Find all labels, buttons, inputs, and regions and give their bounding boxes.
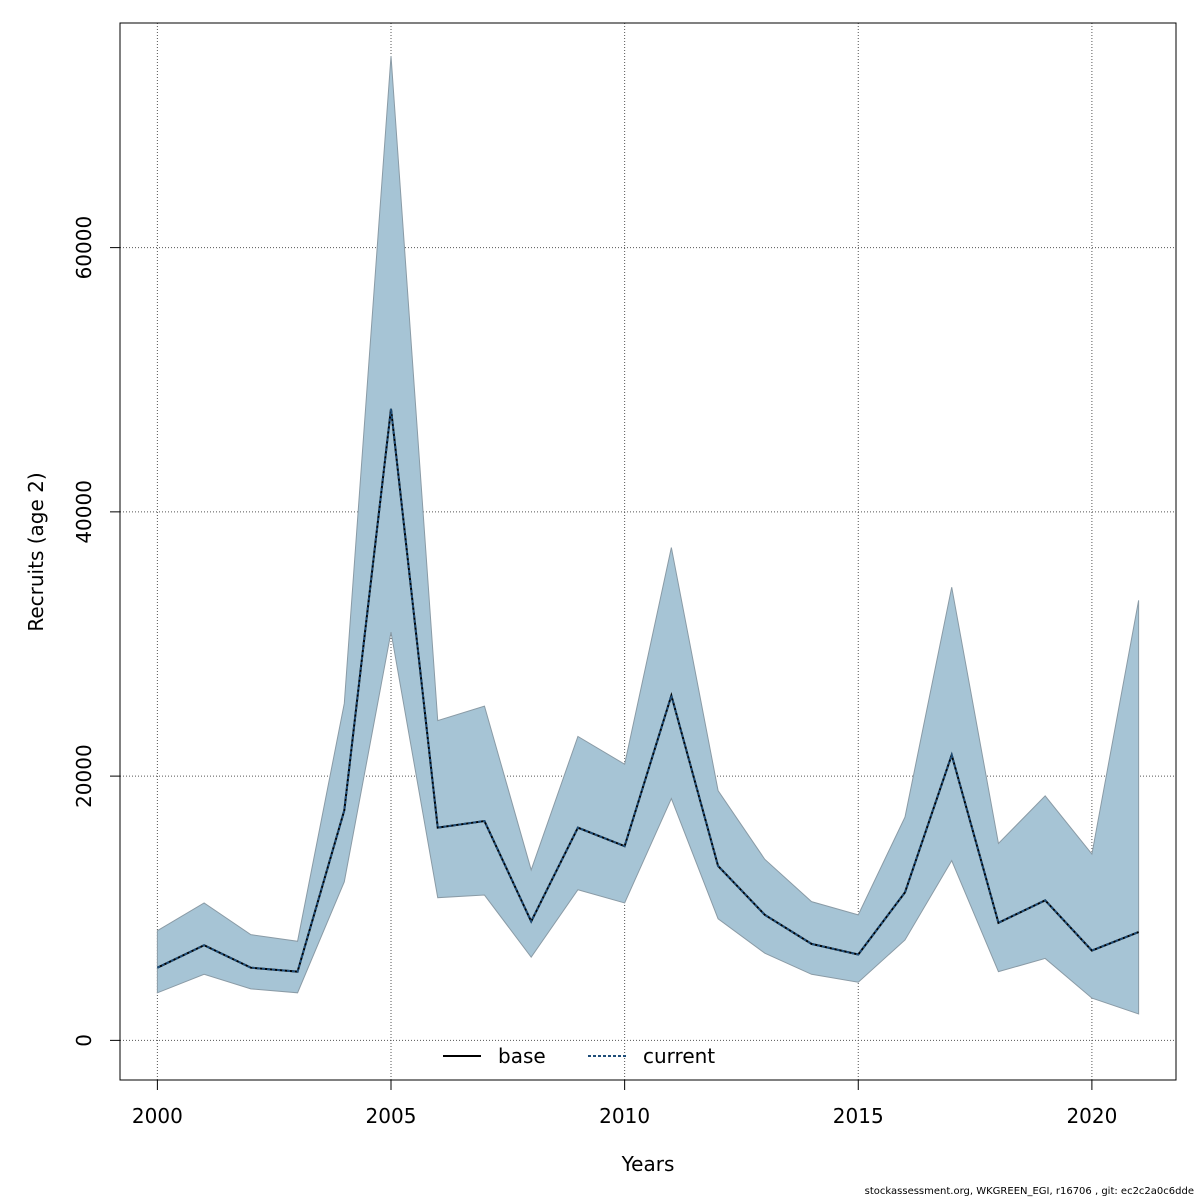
- y-axis-title: Recruits (age 2): [24, 472, 48, 631]
- x-axis-title: Years: [621, 1152, 675, 1176]
- x-tick-label-2020: 2020: [1066, 1104, 1117, 1128]
- x-tick-label-2000: 2000: [132, 1104, 183, 1128]
- x-tick-label-2005: 2005: [366, 1104, 417, 1128]
- footer-credit: stockassessment.org, WKGREEN_EGI, r16706…: [864, 1186, 1194, 1197]
- y-tick-label-40000: 40000: [72, 480, 96, 544]
- series-layer: [156, 408, 1139, 973]
- legend-label-current: current: [643, 1044, 715, 1068]
- y-tick-label-20000: 20000: [72, 744, 96, 808]
- confidence-band: [156, 55, 1140, 1015]
- x-tick-label-2015: 2015: [833, 1104, 884, 1128]
- axes: 2000 2005 2010 2015 2020 0 20000 40000 60000: [72, 216, 1117, 1128]
- series-line-current: [156, 408, 1139, 973]
- plot-frame: [119, 22, 1177, 1081]
- confidence-band-layer: [156, 55, 1140, 1015]
- legend-label-base: base: [498, 1044, 546, 1068]
- y-tick-label-0: 0: [72, 1034, 96, 1047]
- y-tick-label-60000: 60000: [72, 216, 96, 280]
- x-tick-label-2010: 2010: [599, 1104, 650, 1128]
- legend: base current: [443, 1044, 715, 1068]
